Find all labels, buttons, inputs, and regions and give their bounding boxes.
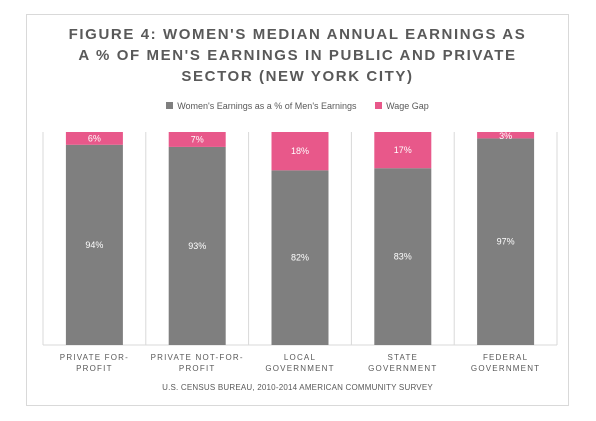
legend-label-wage-gap: Wage Gap: [386, 101, 429, 111]
bar-wage-gap: [477, 132, 535, 139]
data-label-women-earnings: 97%: [497, 237, 515, 247]
chart-title-line-2: A % OF MEN'S EARNINGS IN PUBLIC AND PRIV…: [78, 47, 517, 64]
chart-title-line-3: SECTOR (NEW YORK CITY): [181, 68, 414, 85]
x-tick-label: GOVERNMENT: [368, 364, 437, 373]
x-tick-label: GOVERNMENT: [471, 364, 540, 373]
x-tick-label: PROFIT: [179, 364, 216, 373]
bar-women-earnings: [65, 144, 123, 345]
data-label-women-earnings: 82%: [291, 253, 309, 263]
bar-women-earnings: [374, 168, 432, 345]
chart-title-line-1: FIGURE 4: WOMEN'S MEDIAN ANNUAL EARNINGS…: [68, 26, 527, 43]
x-tick-label: FEDERAL: [483, 353, 528, 362]
chart-source: U.S. CENSUS BUREAU, 2010-2014 AMERICAN C…: [162, 383, 433, 392]
bar-women-earnings: [271, 170, 329, 345]
x-tick-label: PRIVATE NOT-FOR-: [151, 353, 244, 362]
data-label-women-earnings: 83%: [394, 252, 412, 262]
bar-wage-gap: [168, 132, 226, 147]
x-tick-label: STATE: [388, 353, 419, 362]
x-tick-label: GOVERNMENT: [265, 364, 334, 373]
legend-swatch-wage-gap: [375, 102, 383, 110]
data-label-wage-gap: 3%: [499, 131, 512, 141]
bar-wage-gap: [271, 132, 329, 171]
data-label-wage-gap: 7%: [191, 134, 204, 144]
data-label-wage-gap: 17%: [394, 145, 412, 155]
x-tick-label: PROFIT: [76, 364, 113, 373]
bar-women-earnings: [477, 138, 535, 345]
chart-title: FIGURE 4: WOMEN'S MEDIAN ANNUAL EARNINGS…: [26, 24, 569, 87]
legend-item-women-earnings: Women's Earnings as a % of Men's Earning…: [166, 101, 357, 111]
data-label-wage-gap: 18%: [291, 146, 309, 156]
chart-legend: Women's Earnings as a % of Men's Earning…: [26, 101, 569, 111]
data-label-women-earnings: 93%: [188, 241, 206, 251]
legend-item-wage-gap: Wage Gap: [375, 101, 429, 111]
legend-label-women-earnings: Women's Earnings as a % of Men's Earning…: [177, 101, 357, 111]
data-label-women-earnings: 94%: [85, 240, 103, 250]
x-tick-label: PRIVATE FOR-: [60, 353, 129, 362]
legend-swatch-women-earnings: [166, 102, 174, 110]
bar-wage-gap: [65, 132, 123, 145]
bar-women-earnings: [168, 146, 226, 345]
data-label-wage-gap: 6%: [88, 133, 101, 143]
bar-wage-gap: [374, 132, 432, 169]
x-tick-label: LOCAL: [284, 353, 316, 362]
